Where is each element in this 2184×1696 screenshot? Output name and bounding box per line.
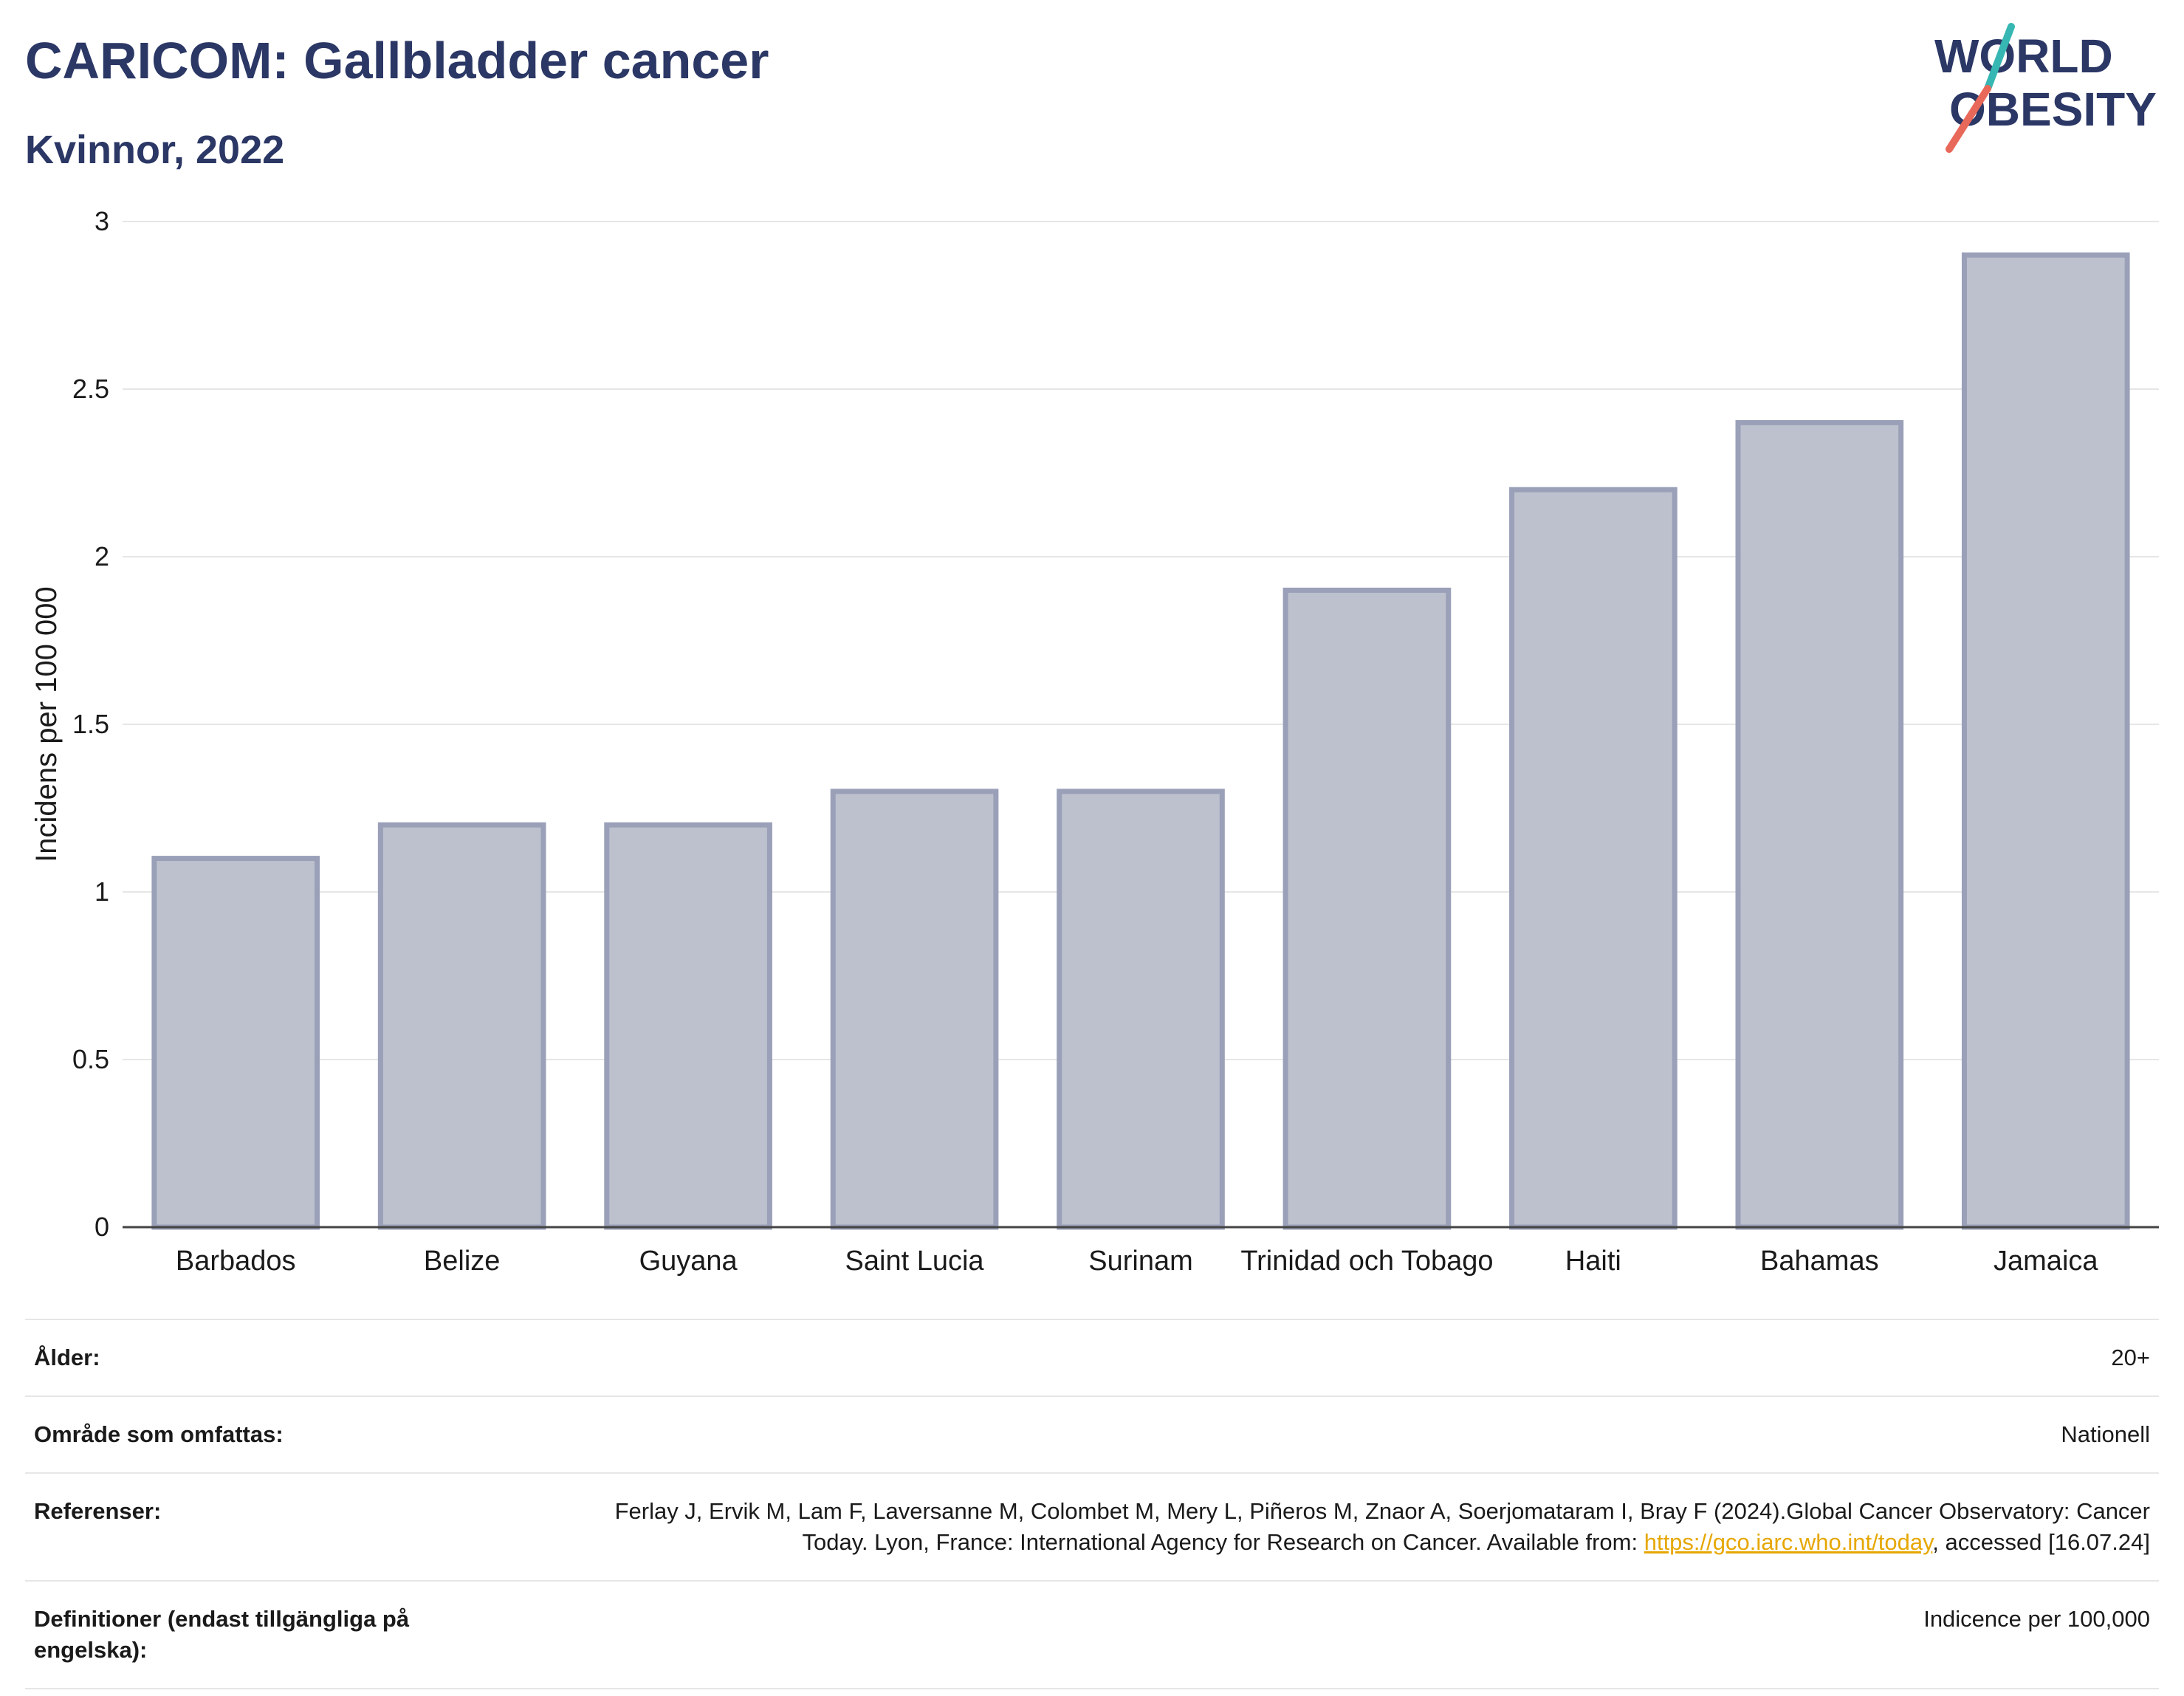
logo-teal-slash xyxy=(1984,23,2015,92)
references-text: Ferlay J, Ervik M, Lam F, Laversanne M, … xyxy=(614,1498,2150,1555)
y-axis-ticks: 0 0.5 1 1.5 2 2.5 3 xyxy=(72,206,109,1242)
x-tick-label: Surinam xyxy=(1088,1246,1193,1277)
references-value: Ferlay J, Ervik M, Lam F, Laversanne M, … xyxy=(600,1496,2150,1558)
definitions-value: Indicence per 100,000 xyxy=(1923,1606,2150,1632)
x-axis-ticks: Barbados Belize Guyana Saint Lucia Surinam Tr… xyxy=(176,1246,2099,1277)
y-tick-label: 0.5 xyxy=(72,1044,109,1074)
meta-row-age: Ålder: 20+ xyxy=(25,1319,2159,1395)
bar[interactable] xyxy=(604,822,772,1230)
meta-row-area: Område som omfattas: Nationell xyxy=(25,1395,2159,1472)
area-label: Område som omfattas: xyxy=(34,1421,284,1447)
x-tick-label: Jamaica xyxy=(1994,1246,2098,1277)
references-label: Referenser: xyxy=(34,1498,162,1524)
y-tick-label: 0 xyxy=(95,1212,109,1242)
bar[interactable] xyxy=(1735,419,1904,1230)
metadata-table: Ålder: 20+ Område som omfattas: Nationel… xyxy=(25,1319,2159,1689)
y-tick-label: 2.5 xyxy=(72,374,109,404)
x-tick-label: Bahamas xyxy=(1760,1246,1879,1277)
bar[interactable] xyxy=(1961,252,2130,1230)
y-tick-label: 2 xyxy=(95,541,109,571)
bar[interactable] xyxy=(377,822,546,1230)
age-value: 20+ xyxy=(2111,1345,2150,1370)
bar[interactable] xyxy=(1057,789,1225,1230)
meta-row-references: Referenser: Ferlay J, Ervik M, Lam F, La… xyxy=(25,1472,2159,1580)
bar[interactable] xyxy=(830,789,999,1230)
bar-chart: 0 0.5 1 1.5 2 2.5 3 Barbados Belize Guyana Saint … xyxy=(30,206,2159,1277)
logo-line1: WORLD xyxy=(1934,30,2113,83)
y-tick-label: 1.5 xyxy=(72,709,109,739)
area-value: Nationell xyxy=(2061,1421,2150,1447)
bar[interactable] xyxy=(1509,487,1678,1230)
x-tick-label: Guyana xyxy=(639,1246,738,1277)
references-accessed: , accessed [16.07.24] xyxy=(1932,1529,2150,1555)
y-tick-label: 3 xyxy=(95,206,109,236)
page-title: CARICOM: Gallbladder cancer xyxy=(25,32,769,89)
x-tick-label: Barbados xyxy=(176,1246,296,1277)
world-obesity-logo: WORLD OBESITY xyxy=(1934,23,2157,153)
bar[interactable] xyxy=(151,856,320,1230)
y-axis-label: Incidens per 100 000 xyxy=(30,586,63,862)
y-tick-label: 1 xyxy=(95,876,109,907)
meta-row-definitions: Definitioner (endast tillgängliga på eng… xyxy=(25,1580,2159,1689)
definitions-label: Definitioner (endast tillgängliga på eng… xyxy=(34,1606,410,1663)
bars xyxy=(151,252,2130,1230)
x-tick-label: Saint Lucia xyxy=(845,1246,985,1277)
age-label: Ålder: xyxy=(34,1345,100,1370)
x-tick-label: Trinidad och Tobago xyxy=(1240,1246,1493,1277)
logo-red-slash xyxy=(1946,85,1991,153)
page-subtitle: Kvinnor, 2022 xyxy=(25,128,285,172)
x-tick-label: Haiti xyxy=(1565,1246,1621,1277)
bar[interactable] xyxy=(1282,587,1452,1230)
x-tick-label: Belize xyxy=(424,1246,501,1277)
references-link[interactable]: https://gco.iarc.who.int/today xyxy=(1644,1529,1933,1555)
